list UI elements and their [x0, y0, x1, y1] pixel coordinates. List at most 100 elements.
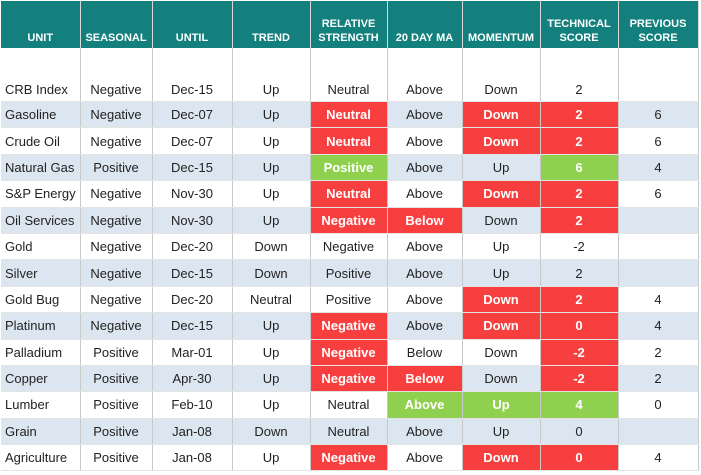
table-cell: 0: [540, 444, 619, 472]
table-row: Crude Oil Negative Dec-07 Up Neutral Above Dow…: [1, 127, 699, 155]
table-cell: Copper: [1, 365, 81, 393]
table-cell: 4: [618, 154, 699, 182]
table-cell: 6: [618, 180, 699, 208]
table-cell: 0: [618, 391, 699, 419]
table-cell: 4: [618, 312, 699, 340]
column-header: UNTIL: [152, 1, 233, 48]
table-cell: [618, 48, 699, 102]
table-cell: Dec-20: [152, 286, 233, 314]
table-cell: Gold Bug: [1, 286, 81, 314]
table-cell: [618, 207, 699, 234]
table-cell: Above: [387, 154, 463, 182]
table-cell: Dec-07: [152, 101, 233, 129]
table-cell: 0: [540, 312, 619, 340]
table-cell: Down: [462, 48, 541, 102]
table-cell: Gasoline: [1, 101, 81, 129]
table-row: Copper Positive Apr-30 Up Negative Below Down -…: [1, 365, 699, 393]
table-cell: Above: [387, 259, 463, 287]
column-header: RELATIVE STRENGTH: [310, 1, 388, 48]
table-row: Oil Services Negative Nov-30 Up Negative Belo…: [1, 207, 699, 234]
table-cell: Up: [232, 101, 311, 129]
table-cell: 2: [618, 365, 699, 393]
table-cell: Up: [462, 391, 541, 419]
table-cell: Above: [387, 286, 463, 314]
table-cell: Positive: [310, 259, 388, 287]
table-cell: Below: [387, 339, 463, 366]
table-cell: Negative: [80, 286, 153, 314]
table-cell: Negative: [80, 48, 153, 102]
table-cell: Negative: [310, 312, 388, 340]
table-cell: 2: [540, 127, 619, 155]
table-cell: Positive: [310, 154, 388, 182]
table-cell: Down: [462, 101, 541, 129]
table-cell: 2: [540, 286, 619, 314]
table-cell: Crude Oil: [1, 127, 81, 155]
table-cell: Platinum: [1, 312, 81, 340]
table-cell: Above: [387, 48, 463, 102]
table-cell: [618, 418, 699, 446]
column-header: TREND: [232, 1, 311, 48]
table-cell: -2: [540, 339, 619, 366]
table-cell: Above: [387, 127, 463, 155]
table-cell: Negative: [80, 233, 153, 261]
table-cell: Gold: [1, 233, 81, 261]
table-cell: [618, 259, 699, 287]
table-cell: Positive: [80, 365, 153, 393]
table-row: Grain Positive Jan-08 Down Neutral Above Up 0: [1, 418, 699, 446]
table-cell: Up: [462, 233, 541, 261]
table-cell: Down: [462, 127, 541, 155]
table-cell: Down: [232, 233, 311, 261]
table-cell: Negative: [80, 312, 153, 340]
table-cell: 2: [540, 259, 619, 287]
table-cell: Above: [387, 444, 463, 472]
column-header: UNIT: [1, 1, 81, 48]
table-cell: Down: [462, 365, 541, 393]
table-cell: 2: [540, 48, 619, 102]
table-cell: Negative: [80, 127, 153, 155]
table-cell: Oil Services: [1, 207, 81, 234]
table-cell: 2: [540, 180, 619, 208]
column-header: SEASONAL: [80, 1, 153, 48]
table-cell: Neutral: [310, 101, 388, 129]
table-cell: Dec-15: [152, 259, 233, 287]
table-cell: Above: [387, 312, 463, 340]
table-cell: Up: [462, 259, 541, 287]
table-cell: 4: [618, 286, 699, 314]
table-cell: Dec-15: [152, 48, 233, 102]
table-cell: Neutral: [310, 418, 388, 446]
table-cell: Agriculture: [1, 444, 81, 472]
table-cell: Up: [232, 312, 311, 340]
table-row: Platinum Negative Dec-15 Up Negative Above Dow…: [1, 312, 699, 340]
table-row: Natural Gas Positive Dec-15 Up Positive Above…: [1, 154, 699, 182]
table-cell: Below: [387, 365, 463, 393]
table-cell: Down: [462, 286, 541, 314]
table-cell: Negative: [80, 207, 153, 234]
table-cell: 0: [540, 418, 619, 446]
table-cell: Up: [232, 127, 311, 155]
table-cell: Down: [232, 259, 311, 287]
table-cell: Negative: [310, 207, 388, 234]
table-cell: Jan-08: [152, 418, 233, 446]
table-cell: [618, 233, 699, 261]
table-cell: Positive: [80, 418, 153, 446]
table-cell: Positive: [310, 286, 388, 314]
table-cell: Negative: [310, 365, 388, 393]
table-row: Lumber Positive Feb-10 Up Neutral Above Up 4 0: [1, 391, 699, 419]
table-cell: Down: [462, 339, 541, 366]
table-cell: CRB Index: [1, 48, 81, 102]
table-cell: Negative: [80, 101, 153, 129]
column-header: MOMENTUM: [462, 1, 541, 48]
table-cell: Up: [232, 444, 311, 472]
column-header: 20 DAY MA: [387, 1, 463, 48]
table-cell: Jan-08: [152, 444, 233, 472]
table-cell: Positive: [80, 444, 153, 472]
table-cell: Down: [462, 312, 541, 340]
table-cell: Positive: [80, 339, 153, 366]
table-cell: 2: [540, 207, 619, 234]
table-cell: S&P Energy: [1, 180, 81, 208]
table-cell: Apr-30: [152, 365, 233, 393]
table-cell: Lumber: [1, 391, 81, 419]
table-cell: Up: [232, 339, 311, 366]
table-cell: Negative: [310, 233, 388, 261]
